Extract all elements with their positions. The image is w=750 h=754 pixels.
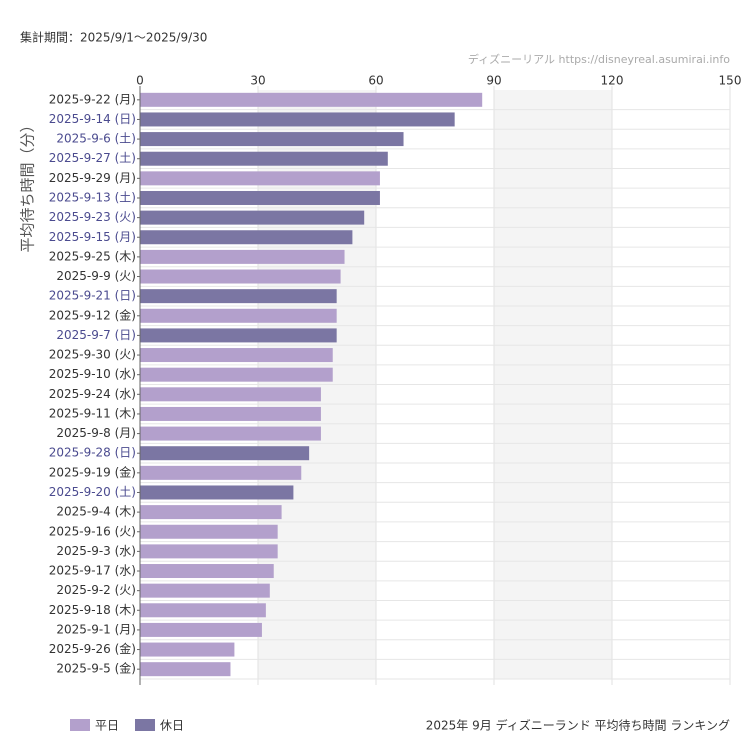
y-tick-label: 2025-9-4 (木) (56, 505, 136, 519)
bar (140, 249, 345, 264)
bar (140, 662, 231, 677)
x-tick-label: 60 (368, 74, 383, 88)
y-tick-label: 2025-9-18 (木) (49, 603, 136, 617)
bar (140, 406, 321, 421)
y-tick-label: 2025-9-20 (土) (49, 485, 136, 499)
bar (140, 387, 321, 402)
bar (140, 426, 321, 441)
y-tick-label: 2025-9-8 (月) (56, 426, 136, 440)
bar (140, 583, 270, 598)
y-tick-label: 2025-9-5 (金) (56, 661, 136, 676)
y-tick-label: 2025-9-6 (土) (56, 132, 136, 146)
y-tick-label: 2025-9-14 (日) (49, 112, 136, 126)
y-tick-label: 2025-9-29 (月) (49, 171, 136, 185)
y-tick-label: 2025-9-19 (金) (49, 464, 136, 479)
bar (140, 171, 380, 186)
period: 集計期間：2025/9/1～2025/9/30 (20, 30, 207, 45)
bar (140, 622, 262, 637)
bar (140, 308, 337, 323)
bar (140, 230, 353, 245)
x-tick-label: 30 (250, 74, 265, 88)
y-tick-label: 2025-9-1 (月) (56, 622, 136, 636)
bar (140, 505, 282, 520)
y-tick-label: 2025-9-25 (木) (49, 249, 136, 263)
y-tick-label: 2025-9-27 (土) (49, 151, 136, 165)
bar (140, 367, 333, 382)
bar (140, 112, 455, 127)
y-tick-label: 2025-9-24 (水) (49, 387, 136, 401)
bar (140, 642, 235, 657)
y-tick-label: 2025-9-23 (火) (49, 210, 136, 224)
bar (140, 289, 337, 304)
y-tick-label: 2025-9-15 (月) (49, 230, 136, 244)
legend-swatch (70, 719, 90, 731)
credit: ディズニーリアル https://disneyreal.asumirai.inf… (468, 52, 730, 66)
bar (140, 210, 365, 225)
bar (140, 92, 483, 107)
bar (140, 132, 404, 147)
bar (140, 446, 310, 461)
bar (140, 328, 337, 343)
y-tick-label: 2025-9-21 (日) (49, 289, 136, 303)
y-tick-label: 2025-9-22 (月) (49, 92, 136, 106)
bar (140, 564, 274, 579)
x-tick-label: 150 (719, 74, 742, 88)
y-tick-label: 2025-9-11 (木) (49, 406, 136, 420)
bar (140, 151, 388, 166)
y-tick-label: 2025-9-10 (水) (49, 367, 136, 381)
legend-label: 平日 (95, 719, 119, 733)
bar (140, 465, 302, 480)
y-tick-label: 2025-9-17 (水) (49, 564, 136, 578)
legend-swatch (135, 719, 155, 731)
x-tick-label: 90 (486, 74, 501, 88)
bar (140, 190, 380, 205)
y-tick-label: 2025-9-26 (金) (49, 641, 136, 656)
y-tick-label: 2025-9-9 (火) (56, 269, 136, 283)
y-tick-label: 2025-9-30 (火) (49, 348, 136, 362)
y-tick-label: 2025-9-12 (金) (49, 307, 136, 322)
x-tick-label: 120 (601, 74, 624, 88)
y-tick-label: 2025-9-7 (日) (56, 328, 136, 342)
y-tick-label: 2025-9-2 (火) (56, 583, 136, 597)
bar (140, 269, 341, 284)
bar (140, 348, 333, 363)
y-tick-label: 2025-9-28 (日) (49, 446, 136, 460)
bar (140, 603, 266, 618)
y-tick-label: 2025-9-13 (土) (49, 190, 136, 204)
y-tick-label: 2025-9-16 (火) (49, 524, 136, 538)
chart-title: 2025年 9月 ディズニーランド 平均待ち時間 ランキング (426, 718, 730, 733)
bar (140, 544, 278, 559)
bar (140, 524, 278, 539)
bar (140, 485, 294, 500)
y-axis-label: 平均待ち時間（分） (19, 117, 37, 252)
x-tick-label: 0 (136, 74, 144, 88)
y-tick-label: 2025-9-3 (水) (56, 544, 136, 558)
legend-label: 休日 (160, 719, 184, 733)
